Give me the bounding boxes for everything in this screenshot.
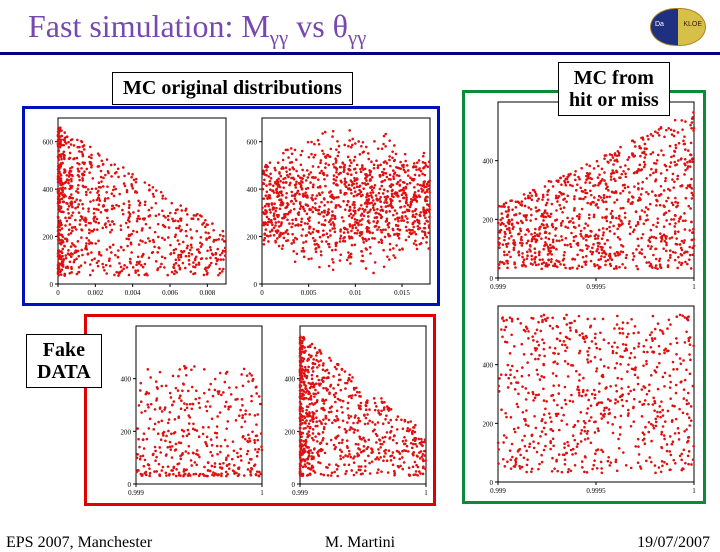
svg-text:400: 400 xyxy=(43,186,54,194)
svg-text:400: 400 xyxy=(483,158,494,166)
title-sub2: γγ xyxy=(348,26,366,49)
svg-text:0: 0 xyxy=(254,281,258,289)
title-rule xyxy=(0,52,720,55)
svg-text:400: 400 xyxy=(247,186,258,194)
scatter-p6: 0 200 400 0.999 1 xyxy=(272,320,430,500)
svg-text:0.999: 0.999 xyxy=(490,283,506,291)
svg-text:1: 1 xyxy=(692,283,696,291)
svg-text:200: 200 xyxy=(43,234,54,242)
svg-text:0: 0 xyxy=(128,481,132,489)
svg-text:0.999: 0.999 xyxy=(128,489,144,497)
svg-text:0: 0 xyxy=(292,481,296,489)
svg-text:0.004: 0.004 xyxy=(125,289,141,297)
svg-text:1: 1 xyxy=(260,489,264,497)
svg-text:0.9995: 0.9995 xyxy=(586,283,606,291)
svg-text:400: 400 xyxy=(121,376,132,384)
svg-text:0: 0 xyxy=(490,275,494,283)
svg-text:0: 0 xyxy=(260,289,264,297)
title-sub1: γγ xyxy=(270,26,288,49)
scatter-p4: 02004000.9990.999511.0005 xyxy=(470,300,698,498)
svg-text:0.9995: 0.9995 xyxy=(586,487,606,495)
svg-text:0: 0 xyxy=(56,289,60,297)
svg-text:200: 200 xyxy=(247,234,258,242)
svg-text:200: 200 xyxy=(285,428,296,436)
page-title: Fast simulation: Mγγ vs θγγ xyxy=(28,8,366,50)
label-mc-hitmiss: MC fromhit or miss xyxy=(558,62,670,116)
svg-text:0: 0 xyxy=(50,281,54,289)
footer-left: EPS 2007, Manchester xyxy=(6,534,152,552)
svg-text:0.01: 0.01 xyxy=(349,289,362,297)
experiment-logo: Da KLOE xyxy=(650,8,706,46)
svg-text:0.999: 0.999 xyxy=(490,487,506,495)
scatter-p3: 02004000.9990.999511.0005 xyxy=(470,96,698,294)
svg-text:600: 600 xyxy=(247,139,258,147)
title-prefix: Fast simulation: M xyxy=(28,8,270,44)
scatter-p1: 0 200 400 600 0 0.002 0.004 0.006 0.008 xyxy=(30,112,230,300)
scatter-p2: 0 200 400 600 0 0.005 0.01 0.015 xyxy=(234,112,434,300)
svg-text:1: 1 xyxy=(692,487,696,495)
svg-text:200: 200 xyxy=(121,428,132,436)
svg-text:0.006: 0.006 xyxy=(162,289,178,297)
svg-text:0.999: 0.999 xyxy=(292,489,308,497)
title-mid: vs xyxy=(288,8,332,44)
scatter-p5: 0 200 400 0.999 1 xyxy=(108,320,266,500)
svg-text:400: 400 xyxy=(285,376,296,384)
svg-text:0.002: 0.002 xyxy=(87,289,103,297)
svg-text:400: 400 xyxy=(483,362,494,370)
label-mc-original: MC original distributions xyxy=(112,72,353,105)
svg-text:200: 200 xyxy=(483,420,494,428)
svg-text:0.015: 0.015 xyxy=(394,289,410,297)
svg-text:600: 600 xyxy=(43,139,54,147)
svg-text:1: 1 xyxy=(424,489,428,497)
footer-right: 19/07/2007 xyxy=(637,534,710,552)
svg-text:0.005: 0.005 xyxy=(301,289,317,297)
svg-text:0.008: 0.008 xyxy=(199,289,215,297)
svg-text:200: 200 xyxy=(483,216,494,224)
svg-text:0: 0 xyxy=(490,479,494,487)
footer-center: M. Martini xyxy=(325,534,395,552)
label-fake-data: FakeDATA xyxy=(26,334,102,388)
title-theta: θ xyxy=(333,8,348,44)
